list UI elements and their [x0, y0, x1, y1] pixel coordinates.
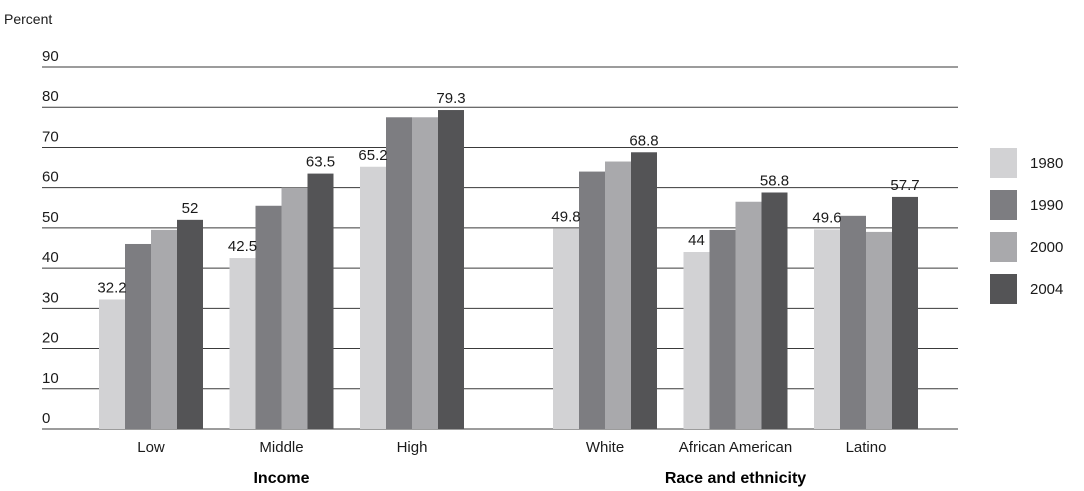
data-labels: 32.2 52 42.5 63.5 65.2 79.3 49.8 68.8 44 58.8 49.6… — [97, 90, 919, 296]
data-label: 68.8 — [629, 132, 658, 149]
bar-low-1990 — [125, 243, 151, 429]
group-label: Income — [253, 470, 309, 487]
data-label: 57.7 — [890, 177, 919, 194]
data-label: 49.6 — [812, 209, 841, 226]
bar-low-2000 — [151, 229, 177, 429]
category-label: African American — [679, 439, 792, 456]
bar-white-2004 — [631, 152, 657, 429]
y-tick-label: 60 — [42, 169, 59, 186]
data-label: 44 — [688, 232, 705, 249]
bar-white-1990 — [579, 171, 605, 430]
data-label: 32.2 — [97, 279, 126, 296]
y-axis-label: Percent — [4, 11, 52, 27]
legend-swatch-1980 — [990, 148, 1017, 178]
bar-african-american-2004 — [761, 192, 788, 429]
bar-african-american-2000 — [735, 201, 762, 429]
legend-label: 1990 — [1030, 197, 1063, 214]
bar-low-1980 — [99, 299, 125, 429]
y-tick-label: 20 — [42, 330, 59, 347]
legend-swatch-2004 — [990, 274, 1017, 304]
bar-white-1980 — [553, 228, 579, 429]
legend-label: 1980 — [1030, 155, 1063, 172]
bar-latino-1980 — [814, 229, 840, 429]
legend: 1980 1990 2000 2004 — [990, 148, 1063, 304]
y-tick-label: 50 — [42, 209, 59, 226]
legend-label: 2000 — [1030, 239, 1063, 256]
bar-african-american-1990 — [709, 229, 736, 429]
bar-high-1980 — [360, 166, 386, 430]
group-label: Race and ethnicity — [665, 470, 806, 487]
y-tick-label: 0 — [42, 410, 50, 427]
category-label: High — [397, 439, 428, 456]
y-tick-label: 70 — [42, 128, 59, 145]
category-label: White — [586, 439, 624, 456]
bar-white-2000 — [605, 161, 631, 429]
bar-middle-2004 — [307, 173, 334, 429]
bar-middle-1980 — [229, 258, 256, 429]
group-labels: Income Race and ethnicity — [253, 470, 806, 487]
y-tick-label: 80 — [42, 88, 59, 105]
bar-african-american-1980 — [683, 252, 710, 429]
bar-high-1990 — [386, 117, 412, 430]
data-label: 42.5 — [228, 238, 257, 255]
y-tick-labels: 0 10 20 30 40 50 60 70 80 90 — [42, 48, 59, 427]
category-labels: Low Middle High White African American Latino — [137, 439, 886, 456]
bar-latino-1990 — [840, 215, 866, 429]
data-label: 49.8 — [551, 209, 580, 226]
bar-latino-2004 — [892, 196, 918, 429]
bar-middle-2000 — [281, 187, 308, 429]
legend-label: 2004 — [1030, 281, 1063, 298]
bar-latino-2000 — [866, 231, 892, 429]
category-label: Low — [137, 439, 165, 456]
y-tick-label: 40 — [42, 249, 59, 266]
data-label: 63.5 — [306, 154, 335, 171]
legend-swatch-2000 — [990, 232, 1017, 262]
category-label: Latino — [846, 439, 887, 456]
bar-high-2000 — [412, 117, 438, 430]
y-tick-label: 10 — [42, 370, 59, 387]
data-label: 65.2 — [358, 147, 387, 164]
y-tick-label: 90 — [42, 48, 59, 65]
category-label: Middle — [259, 439, 303, 456]
bar-middle-1990 — [255, 205, 282, 429]
data-label: 79.3 — [436, 90, 465, 107]
legend-swatch-1990 — [990, 190, 1017, 220]
data-label: 52 — [182, 200, 199, 217]
bars — [99, 110, 918, 430]
bar-high-2004 — [438, 110, 464, 429]
data-label: 58.8 — [760, 172, 789, 189]
y-tick-label: 30 — [42, 289, 59, 306]
bar-low-2004 — [177, 219, 203, 429]
